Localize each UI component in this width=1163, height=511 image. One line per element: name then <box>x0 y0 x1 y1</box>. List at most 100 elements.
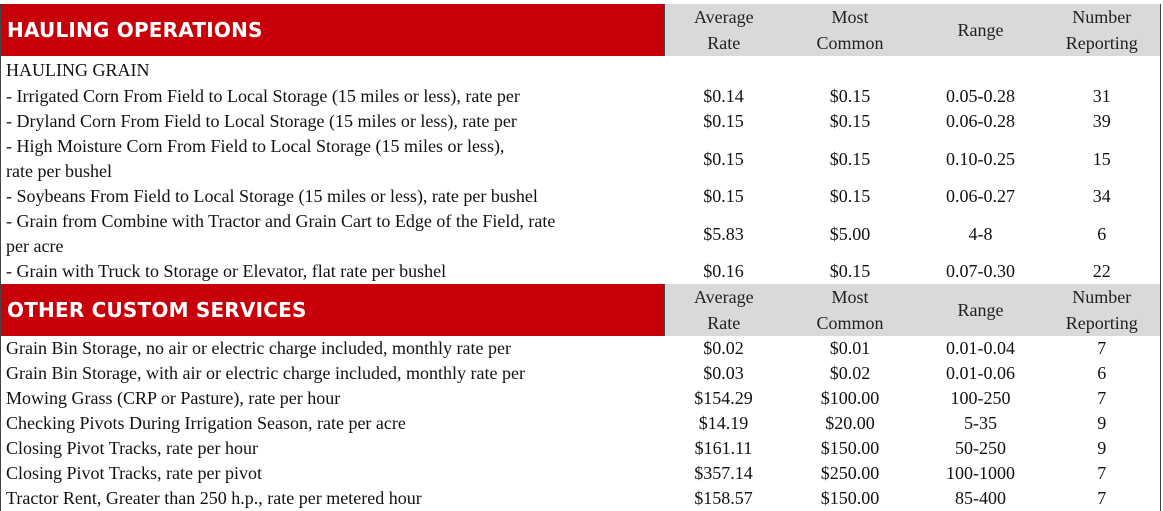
row-number-reporting: 15 <box>1043 134 1161 184</box>
table-row: - Grain with Truck to Storage or Elevato… <box>0 259 1161 284</box>
row-number-reporting: 9 <box>1043 436 1161 461</box>
row-description: Tractor Rent, Greater than 250 h.p., rat… <box>0 486 665 511</box>
row-description: - Grain from Combine with Tractor and Gr… <box>0 209 665 259</box>
row-most-common: $250.00 <box>820 463 880 483</box>
row-description: - High Moisture Corn From Field to Local… <box>0 134 665 184</box>
row-average-rate: $0.14 <box>703 86 744 106</box>
table-row: - Irrigated Corn From Field to Local Sto… <box>0 84 1161 109</box>
hauling-subheading: HAULING GRAIN <box>0 56 665 84</box>
row-range: 4-8 <box>968 223 993 244</box>
row-range: 0.07-0.30 <box>946 261 1015 281</box>
number-reporting-header-line2: Reporting <box>1065 313 1138 333</box>
row-number-reporting: 31 <box>1043 84 1161 109</box>
row-range: 50-250 <box>955 438 1006 458</box>
row-average-rate: $5.83 <box>703 223 744 244</box>
number-reporting-header-line2: Reporting <box>1065 33 1138 53</box>
hauling-section-title: HAULING OPERATIONS <box>0 4 665 56</box>
row-number-reporting: 34 <box>1043 184 1161 209</box>
table-row: - Grain from Combine with Tractor and Gr… <box>0 209 1161 259</box>
table-row: Closing Pivot Tracks, rate per pivot $35… <box>0 461 1161 486</box>
number-reporting-header-line1: Number <box>1072 7 1132 27</box>
row-description: - Dryland Corn From Field to Local Stora… <box>0 109 665 134</box>
row-number-reporting: 22 <box>1043 259 1161 284</box>
row-most-common: $5.00 <box>829 223 871 244</box>
table-row: - Dryland Corn From Field to Local Stora… <box>0 109 1161 134</box>
row-description: Grain Bin Storage, with air or electric … <box>0 361 665 386</box>
row-number-reporting: 7 <box>1043 461 1161 486</box>
row-range: 0.01-0.06 <box>946 363 1015 383</box>
row-average-rate: $0.02 <box>703 338 744 358</box>
row-description-line1: - Grain from Combine with Tractor and Gr… <box>6 211 556 231</box>
row-average-rate: $0.15 <box>703 186 744 206</box>
row-range: 100-1000 <box>946 463 1015 483</box>
hauling-subheading-row: HAULING GRAIN <box>0 56 1161 84</box>
row-average-rate: $161.11 <box>694 438 753 458</box>
table-row: - High Moisture Corn From Field to Local… <box>0 134 1161 184</box>
row-most-common: $0.01 <box>829 338 871 358</box>
table-row: Closing Pivot Tracks, rate per hour $161… <box>0 436 1161 461</box>
most-common-header: Most Common <box>782 284 918 336</box>
row-range: 0.06-0.27 <box>946 186 1015 206</box>
number-reporting-header-line1: Number <box>1072 287 1132 307</box>
avg-rate-header-line1: Average <box>693 7 754 27</box>
row-range: 5-35 <box>964 413 997 433</box>
number-reporting-header: Number Reporting <box>1043 284 1161 336</box>
table-row: - Soybeans From Field to Local Storage (… <box>0 184 1161 209</box>
most-common-header: Most Common <box>782 4 918 56</box>
avg-rate-header-line1: Average <box>693 287 754 307</box>
other-header-row: OTHER CUSTOM SERVICES Average Rate Most Co… <box>0 284 1161 336</box>
row-most-common: $100.00 <box>820 388 880 408</box>
row-number-reporting: 7 <box>1043 386 1161 411</box>
row-most-common: $0.15 <box>829 111 871 131</box>
row-most-common: $0.15 <box>829 86 871 106</box>
row-most-common: $150.00 <box>820 438 880 458</box>
row-number-reporting: 6 <box>1043 361 1161 386</box>
avg-rate-header: Average Rate <box>664 284 783 336</box>
row-average-rate: $0.15 <box>703 148 744 169</box>
row-description: Closing Pivot Tracks, rate per hour <box>0 436 665 461</box>
row-description: Grain Bin Storage, no air or electric ch… <box>0 336 665 361</box>
row-most-common: $0.15 <box>829 186 871 206</box>
most-common-header-line1: Most <box>831 7 869 27</box>
most-common-header-line1: Most <box>831 287 869 307</box>
row-most-common: $0.15 <box>829 148 871 169</box>
table-row: Mowing Grass (CRP or Pasture), rate per … <box>0 386 1161 411</box>
other-section-title: OTHER CUSTOM SERVICES <box>0 284 665 336</box>
table-row: Checking Pivots During Irrigation Season… <box>0 411 1161 436</box>
row-number-reporting: 39 <box>1043 109 1161 134</box>
row-range: 0.01-0.04 <box>946 338 1015 358</box>
row-average-rate: $154.29 <box>694 388 753 408</box>
row-average-rate: $158.57 <box>694 488 753 508</box>
row-description: Mowing Grass (CRP or Pasture), rate per … <box>0 386 665 411</box>
row-average-rate: $0.03 <box>703 363 744 383</box>
row-number-reporting: 6 <box>1043 209 1161 259</box>
range-header: Range <box>917 4 1044 56</box>
row-number-reporting: 9 <box>1043 411 1161 436</box>
avg-rate-header-line2: Rate <box>707 313 741 333</box>
hauling-header-row: HAULING OPERATIONS Average Rate Most Commo… <box>0 4 1161 56</box>
row-average-rate: $14.19 <box>698 413 749 433</box>
most-common-header-line2: Common <box>816 33 884 53</box>
table-row: Tractor Rent, Greater than 250 h.p., rat… <box>0 486 1161 511</box>
row-most-common: $0.02 <box>829 363 871 383</box>
table-row: Grain Bin Storage, no air or electric ch… <box>0 336 1161 361</box>
row-number-reporting: 7 <box>1043 336 1161 361</box>
row-description: Closing Pivot Tracks, rate per pivot <box>0 461 665 486</box>
row-average-rate: $0.16 <box>703 261 744 281</box>
row-description: - Soybeans From Field to Local Storage (… <box>0 184 665 209</box>
row-description: - Grain with Truck to Storage or Elevato… <box>0 259 665 284</box>
row-description-line2: per acre <box>6 236 64 256</box>
row-range: 0.06-0.28 <box>946 111 1015 131</box>
custom-rates-table: HAULING OPERATIONS Average Rate Most Commo… <box>0 4 1161 511</box>
avg-rate-header: Average Rate <box>664 4 783 56</box>
row-most-common: $0.15 <box>829 261 871 281</box>
row-description: - Irrigated Corn From Field to Local Sto… <box>0 84 665 109</box>
most-common-header-line2: Common <box>816 313 884 333</box>
row-average-rate: $0.15 <box>703 111 744 131</box>
row-description-line1: - High Moisture Corn From Field to Local… <box>6 136 505 156</box>
row-most-common: $150.00 <box>820 488 880 508</box>
row-range: 100-250 <box>950 388 1011 408</box>
range-header: Range <box>917 284 1044 336</box>
row-most-common: $20.00 <box>825 413 875 433</box>
row-average-rate: $357.14 <box>694 463 753 483</box>
